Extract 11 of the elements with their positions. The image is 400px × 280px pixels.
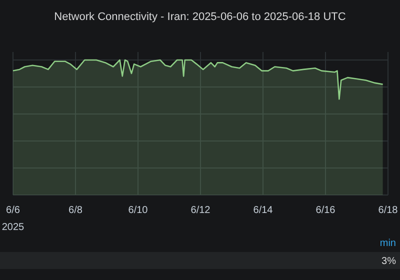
text: min: [380, 238, 396, 249]
x-tick-label: 6/16: [316, 205, 336, 216]
x-tick-label: 6/8: [68, 205, 83, 216]
x-tick-label: 6/18: [378, 205, 398, 216]
text: 2025: [2, 222, 25, 233]
x-tick-label: 6/12: [190, 205, 211, 216]
x-tick-label: 6/14: [253, 205, 274, 216]
text: 3%: [382, 256, 396, 267]
x-tick-label: 6/10: [128, 205, 148, 216]
x-tick-label: 6/6: [6, 205, 20, 216]
chart-title: Network Connectivity - Iran: 2025-06-06 to 2025-06-18 UTC: [54, 11, 346, 23]
